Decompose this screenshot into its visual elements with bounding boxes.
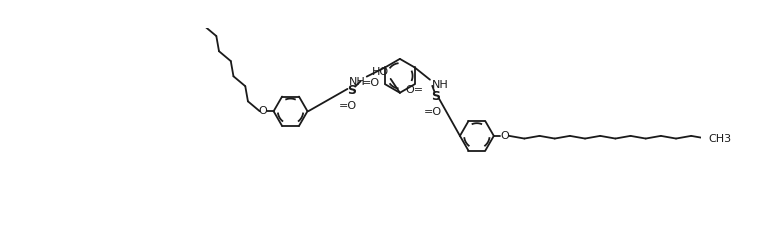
Text: HO: HO — [372, 67, 389, 77]
Text: =O: =O — [424, 107, 442, 117]
Text: NH: NH — [431, 80, 448, 90]
Text: O=: O= — [405, 85, 424, 95]
Text: =O: =O — [362, 78, 380, 88]
Text: O: O — [258, 106, 266, 116]
Text: O: O — [501, 131, 509, 141]
Text: NH: NH — [348, 77, 366, 87]
Text: S: S — [347, 84, 356, 97]
Text: CH3: CH3 — [708, 134, 732, 143]
Text: =O: =O — [339, 101, 358, 111]
Text: S: S — [432, 90, 440, 103]
